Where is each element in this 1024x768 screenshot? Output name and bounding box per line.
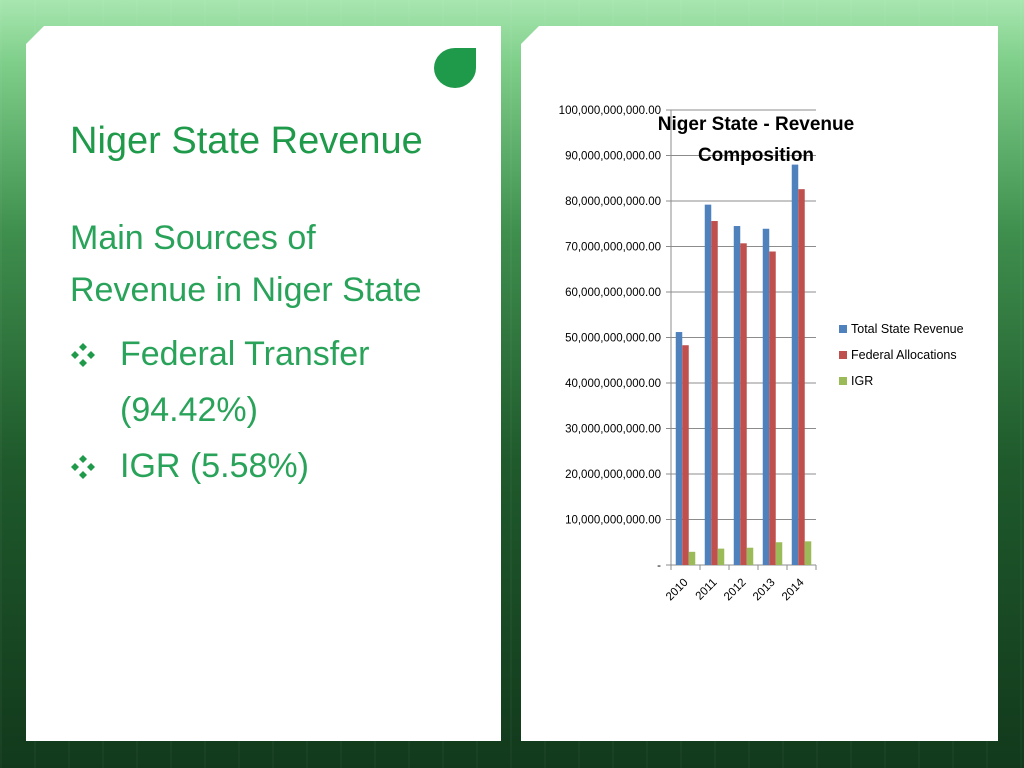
- legend-swatch: [839, 325, 847, 333]
- y-tick-label: 50,000,000,000.00: [565, 333, 661, 345]
- bullet-item-igr: IGR (5.58%): [70, 438, 369, 494]
- subtitle-line-2: Revenue in Niger State: [70, 271, 422, 309]
- y-tick-label: 40,000,000,000.00: [565, 378, 661, 390]
- diamond-bullet-icon: [71, 455, 95, 479]
- revenue-bar-chart: - 10,000,000,000.00 20,000,000,000.00 30,00…: [559, 105, 964, 604]
- bar-total-state-revenue-2014: [791, 164, 799, 565]
- chart-bars: [675, 164, 812, 566]
- subtitle-line-1: Main Sources of: [70, 219, 316, 257]
- bullet-text-line-1: IGR (5.58%): [120, 447, 309, 485]
- legend-swatch: [839, 351, 847, 359]
- diamond-bullet-icon: [71, 343, 95, 367]
- x-tick-label: 2012: [722, 577, 749, 604]
- bar-federal-allocations-2012: [740, 243, 747, 565]
- bar-igr-2010: [688, 551, 696, 565]
- chart-title-line-2: Composition: [698, 145, 814, 166]
- y-tick-label: 60,000,000,000.00: [565, 287, 661, 299]
- x-tick-label: 2010: [664, 577, 691, 604]
- bar-igr-2012: [746, 547, 754, 565]
- bar-federal-allocations-2011: [711, 221, 718, 565]
- y-tick-label: 10,000,000,000.00: [565, 515, 661, 527]
- legend-label: Total State Revenue: [851, 322, 964, 336]
- bar-federal-allocations-2010: [682, 345, 689, 565]
- slide-subtitle: Main Sources of Revenue in Niger State: [70, 212, 422, 316]
- slide-title: Niger State Revenue: [70, 120, 423, 162]
- x-tick-label: 2014: [780, 576, 807, 603]
- chart-axes: - 10,000,000,000.00 20,000,000,000.00 30,00…: [559, 105, 817, 604]
- bar-total-state-revenue-2011: [704, 204, 712, 565]
- legend-label: Federal Allocations: [851, 348, 957, 362]
- y-tick-label: 20,000,000,000.00: [565, 469, 661, 481]
- bar-federal-allocations-2013: [769, 251, 776, 565]
- left-content-panel: [26, 26, 501, 741]
- bar-total-state-revenue-2012: [733, 226, 741, 565]
- bar-federal-allocations-2014: [798, 189, 805, 566]
- x-tick-label: 2011: [694, 577, 720, 603]
- y-tick-label: 100,000,000,000.00: [559, 105, 661, 117]
- bar-igr-2014: [804, 541, 812, 565]
- legend-swatch: [839, 377, 847, 385]
- bullet-text-line-2: (94.42%): [120, 391, 258, 429]
- y-tick-label: 80,000,000,000.00: [565, 196, 661, 208]
- bar-total-state-revenue-2010: [675, 332, 683, 565]
- bar-igr-2011: [717, 548, 725, 565]
- leaf-logo-icon: [434, 48, 476, 88]
- legend-label: IGR: [851, 374, 873, 388]
- x-tick-label: 2013: [751, 577, 778, 604]
- bar-igr-2013: [775, 542, 783, 565]
- bullet-item-federal-transfer: Federal Transfer (94.42%): [70, 326, 369, 438]
- y-tick-label: 90,000,000,000.00: [565, 151, 661, 163]
- y-tick-label: 30,000,000,000.00: [565, 424, 661, 436]
- chart-title-line-1: Niger State - Revenue: [658, 114, 854, 135]
- bullet-text-line-1: Federal Transfer: [120, 335, 370, 373]
- y-tick-label: 70,000,000,000.00: [565, 242, 661, 254]
- y-tick-label: -: [657, 560, 661, 572]
- chart-legend: Total State Revenue Federal Allocations IG…: [839, 322, 964, 388]
- bullet-list: Federal Transfer (94.42%) IGR (5.58%): [70, 326, 369, 494]
- bar-total-state-revenue-2013: [762, 228, 770, 565]
